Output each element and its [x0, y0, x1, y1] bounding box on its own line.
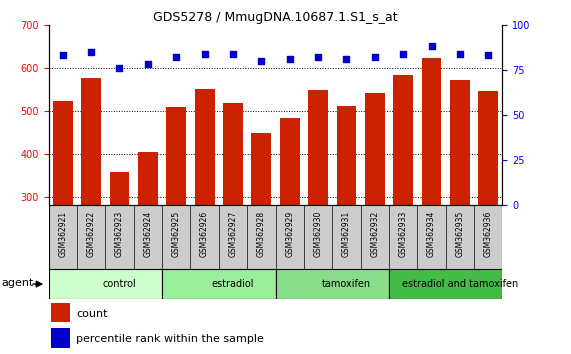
- Bar: [223, 103, 243, 326]
- Bar: [195, 89, 215, 326]
- Bar: [421, 58, 441, 326]
- Point: [399, 51, 408, 57]
- Text: control: control: [103, 279, 136, 289]
- Bar: [251, 133, 271, 326]
- Point: [115, 65, 124, 71]
- Text: count: count: [76, 308, 107, 319]
- Point: [285, 56, 294, 62]
- Bar: [275, 269, 389, 299]
- Title: GDS5278 / MmugDNA.10687.1.S1_s_at: GDS5278 / MmugDNA.10687.1.S1_s_at: [153, 11, 398, 24]
- Point: [228, 51, 238, 57]
- Text: tamoxifen: tamoxifen: [322, 279, 371, 289]
- Bar: [389, 269, 502, 299]
- Text: GSM362930: GSM362930: [313, 210, 323, 257]
- Bar: [49, 269, 162, 299]
- Text: GSM362935: GSM362935: [456, 210, 464, 257]
- Text: GSM362932: GSM362932: [371, 210, 379, 257]
- Bar: [51, 303, 70, 322]
- Text: estradiol and tamoxifen: estradiol and tamoxifen: [402, 279, 518, 289]
- Text: estradiol: estradiol: [212, 279, 254, 289]
- Point: [200, 51, 209, 57]
- Text: GSM362933: GSM362933: [399, 210, 408, 257]
- Bar: [450, 80, 470, 326]
- Text: GSM362927: GSM362927: [228, 210, 238, 257]
- Text: GSM362921: GSM362921: [58, 210, 67, 257]
- Bar: [110, 172, 130, 326]
- Bar: [478, 91, 498, 326]
- Point: [87, 49, 96, 55]
- Text: GSM362922: GSM362922: [87, 210, 95, 257]
- Text: GSM362931: GSM362931: [342, 210, 351, 257]
- Text: GSM362929: GSM362929: [285, 210, 294, 257]
- Bar: [336, 107, 356, 326]
- Bar: [53, 101, 73, 326]
- Point: [455, 51, 464, 57]
- Point: [313, 55, 323, 60]
- Bar: [51, 329, 70, 348]
- Bar: [81, 78, 101, 326]
- Text: GSM362924: GSM362924: [143, 210, 152, 257]
- Text: GSM362926: GSM362926: [200, 210, 209, 257]
- Text: percentile rank within the sample: percentile rank within the sample: [76, 334, 264, 344]
- Point: [172, 55, 181, 60]
- Bar: [365, 93, 385, 326]
- Point: [427, 44, 436, 49]
- Text: GSM362925: GSM362925: [172, 210, 180, 257]
- Point: [342, 56, 351, 62]
- Point: [143, 62, 152, 67]
- Text: agent: agent: [1, 278, 33, 287]
- Bar: [308, 90, 328, 326]
- Bar: [166, 107, 186, 326]
- Text: GSM362928: GSM362928: [257, 210, 266, 257]
- Text: GSM362936: GSM362936: [484, 210, 493, 257]
- Point: [58, 53, 67, 58]
- Bar: [162, 269, 275, 299]
- Text: GSM362934: GSM362934: [427, 210, 436, 257]
- Bar: [280, 118, 300, 326]
- Point: [484, 53, 493, 58]
- Point: [257, 58, 266, 64]
- Text: GSM362923: GSM362923: [115, 210, 124, 257]
- Bar: [393, 75, 413, 326]
- Point: [370, 55, 379, 60]
- Bar: [138, 153, 158, 326]
